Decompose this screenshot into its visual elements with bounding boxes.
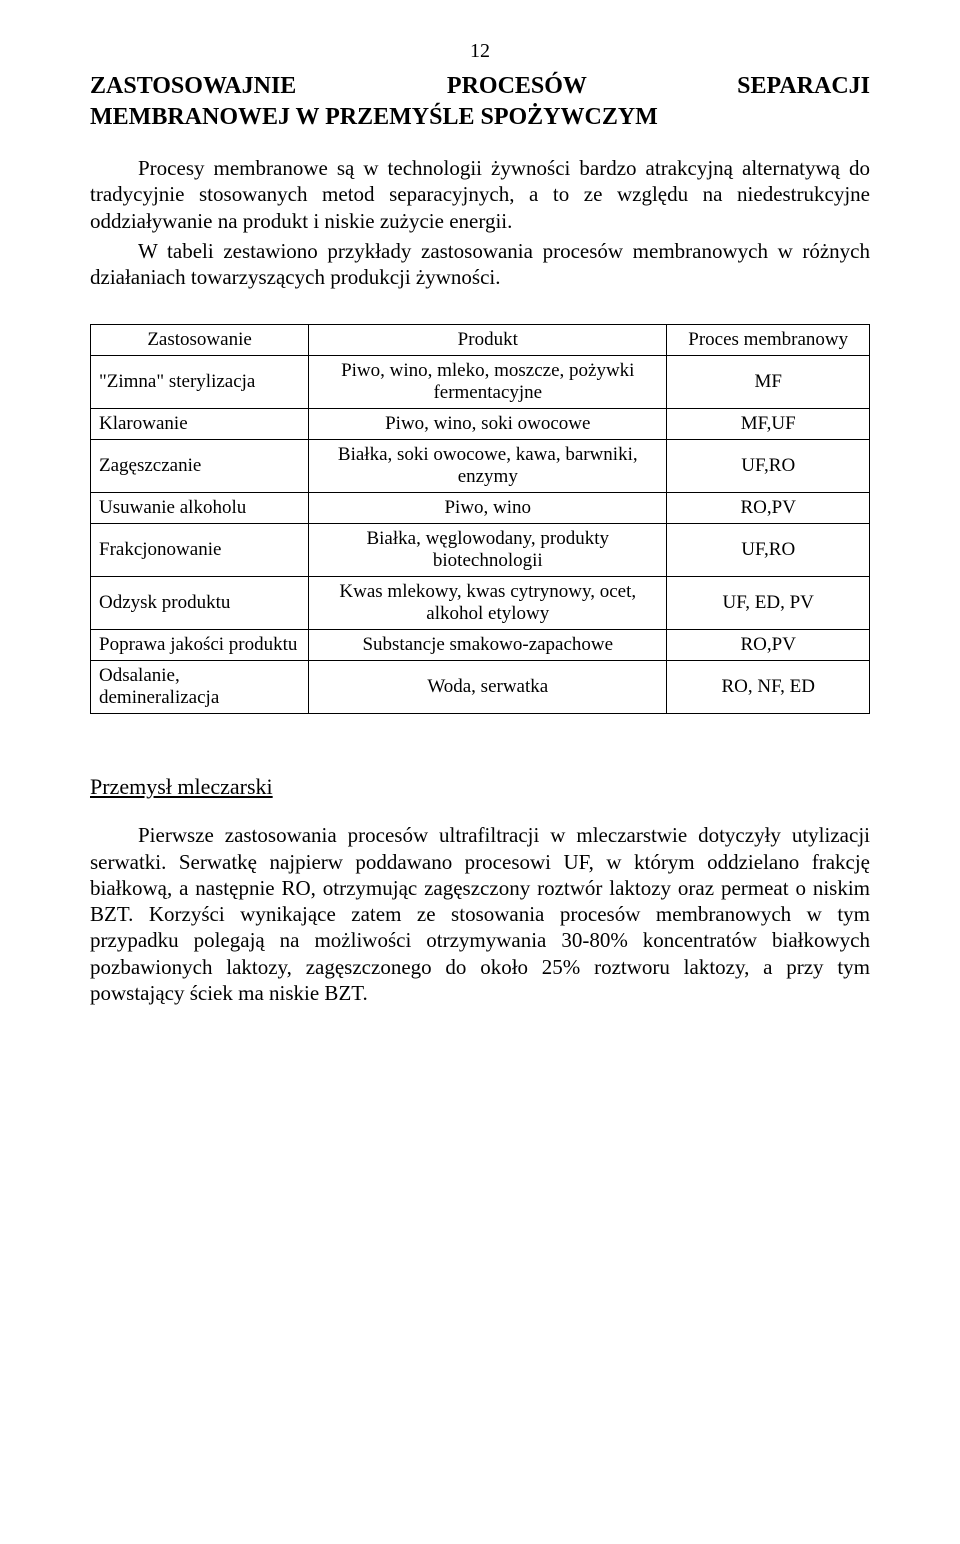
table-row: Poprawa jakości produktu Substancje smak… — [91, 630, 870, 661]
table-cell: RO, NF, ED — [667, 661, 870, 714]
table-header-row: Zastosowanie Produkt Proces membranowy — [91, 325, 870, 356]
table-cell: Kwas mlekowy, kwas cytrynowy, ocet, alko… — [309, 577, 667, 630]
table-cell: UF, ED, PV — [667, 577, 870, 630]
title-line-2: MEMBRANOWEJ W PRZEMYŚLE SPOŻYWCZYM — [90, 104, 870, 131]
body-paragraph: Pierwsze zastosowania procesów ultrafilt… — [90, 822, 870, 1006]
page-number: 12 — [90, 40, 870, 63]
applications-table: Zastosowanie Produkt Proces membranowy "… — [90, 324, 870, 714]
table-cell: Usuwanie alkoholu — [91, 493, 309, 524]
table-cell: MF,UF — [667, 409, 870, 440]
table-header-cell: Zastosowanie — [91, 325, 309, 356]
table-cell: UF,RO — [667, 524, 870, 577]
table-row: Odzysk produktu Kwas mlekowy, kwas cytry… — [91, 577, 870, 630]
table-cell: RO,PV — [667, 493, 870, 524]
table-cell: Piwo, wino — [309, 493, 667, 524]
table-row: Zagęszczanie Białka, soki owocowe, kawa,… — [91, 440, 870, 493]
section-heading: Przemysł mleczarski — [90, 774, 870, 800]
table-row: Usuwanie alkoholu Piwo, wino RO,PV — [91, 493, 870, 524]
table-cell: Klarowanie — [91, 409, 309, 440]
table-cell: Piwo, wino, soki owocowe — [309, 409, 667, 440]
table-cell: Substancje smakowo-zapachowe — [309, 630, 667, 661]
table-cell: Białka, węglowodany, produkty biotechnol… — [309, 524, 667, 577]
table-header-cell: Proces membranowy — [667, 325, 870, 356]
table-row: Odsalanie, demineralizacja Woda, serwatk… — [91, 661, 870, 714]
table-cell: "Zimna" sterylizacja — [91, 356, 309, 409]
table-row: Frakcjonowanie Białka, węglowodany, prod… — [91, 524, 870, 577]
table-cell: Woda, serwatka — [309, 661, 667, 714]
table-body: "Zimna" sterylizacja Piwo, wino, mleko, … — [91, 356, 870, 714]
table-cell: Poprawa jakości produktu — [91, 630, 309, 661]
table-cell: RO,PV — [667, 630, 870, 661]
table-cell: MF — [667, 356, 870, 409]
table-cell: Piwo, wino, mleko, moszcze, pożywki ferm… — [309, 356, 667, 409]
table-cell: Zagęszczanie — [91, 440, 309, 493]
table-row: Klarowanie Piwo, wino, soki owocowe MF,U… — [91, 409, 870, 440]
table-cell: UF,RO — [667, 440, 870, 493]
table-cell: Odzysk produktu — [91, 577, 309, 630]
intro-paragraph-1: Procesy membranowe są w technologii żywn… — [90, 155, 870, 234]
table-cell: Frakcjonowanie — [91, 524, 309, 577]
table-cell: Białka, soki owocowe, kawa, barwniki, en… — [309, 440, 667, 493]
table-cell: Odsalanie, demineralizacja — [91, 661, 309, 714]
table-row: "Zimna" sterylizacja Piwo, wino, mleko, … — [91, 356, 870, 409]
title-line-1: ZASTOSOWAJNIE PROCESÓW SEPARACJI — [90, 73, 870, 100]
intro-paragraph-2: W tabeli zestawiono przykłady zastosowan… — [90, 238, 870, 291]
table-header-cell: Produkt — [309, 325, 667, 356]
